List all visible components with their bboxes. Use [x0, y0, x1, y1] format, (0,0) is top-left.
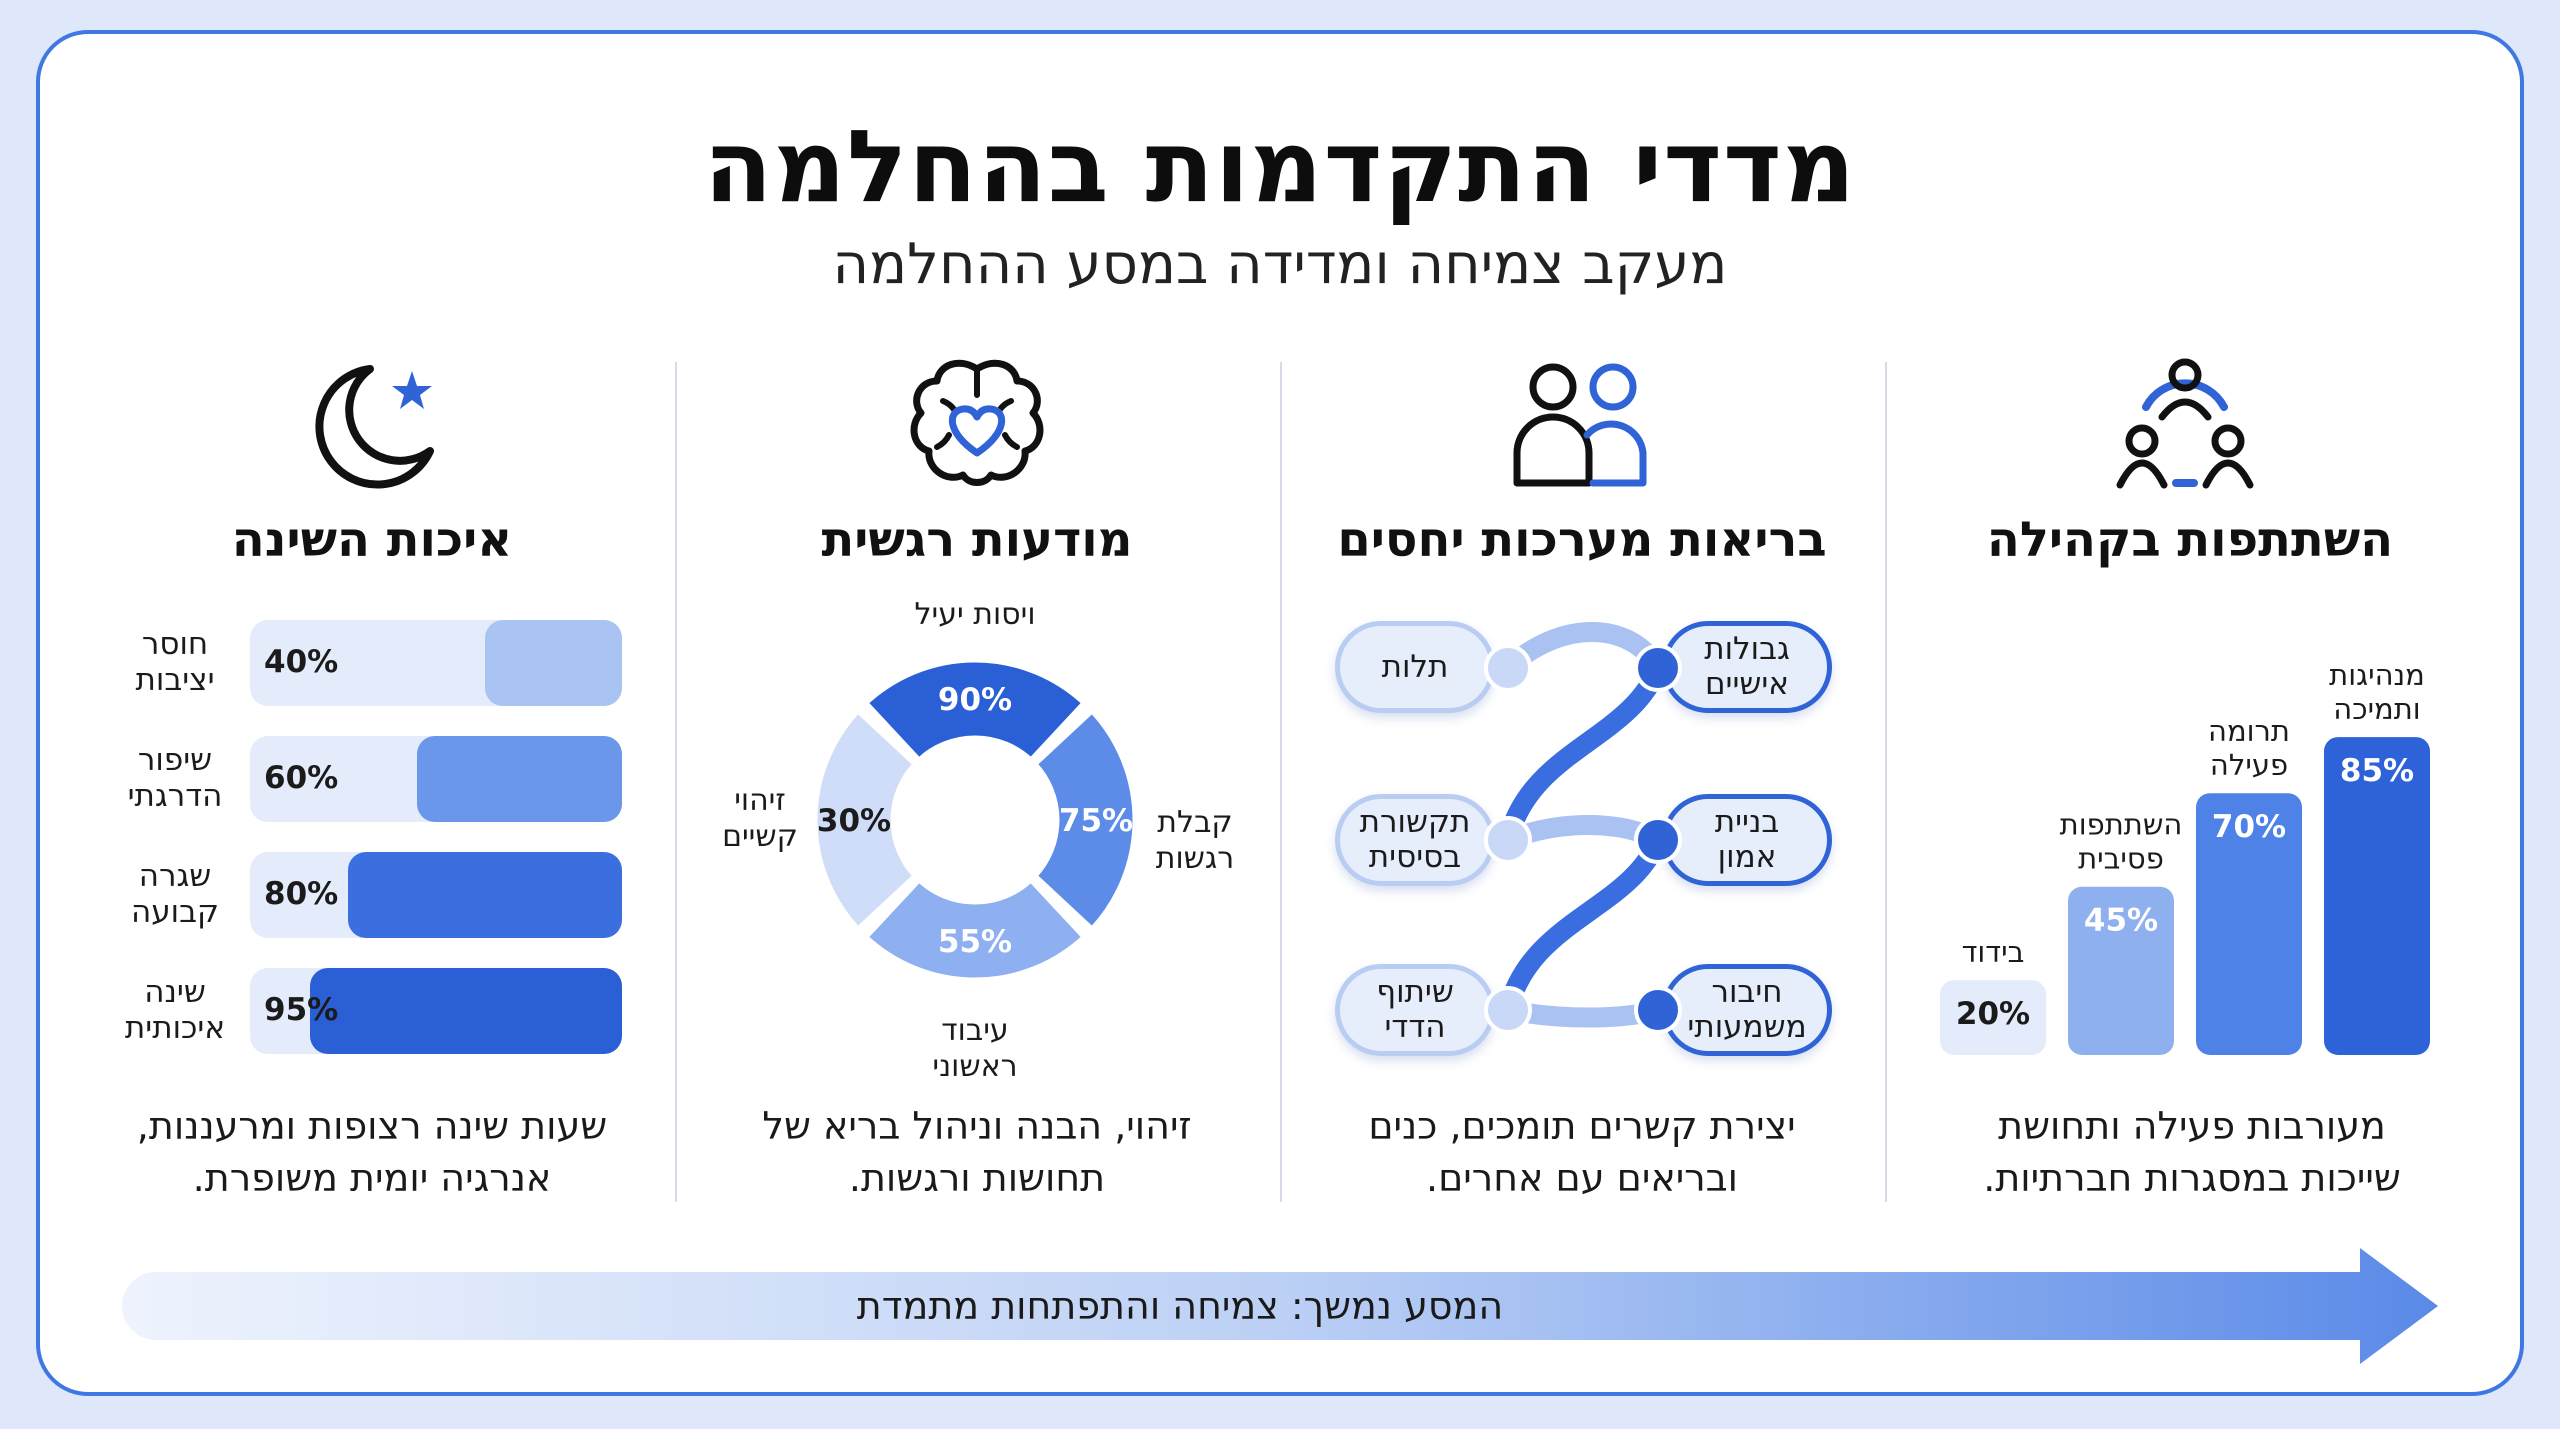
community-bar-value: 45%	[2084, 903, 2158, 939]
sleep-bar-track: 80%	[250, 852, 622, 938]
sleep-bar-value: 40%	[264, 644, 339, 680]
relationships-title: בריאות מערכות יחסים	[1337, 512, 1827, 568]
relationship-node-dependency: תלות	[1335, 621, 1495, 713]
relationship-node-basic-communication: תקשורת בסיסית	[1335, 794, 1495, 886]
emotion-donut-label: קשיים	[722, 819, 798, 854]
sleep-bar-track: 40%	[250, 620, 622, 706]
community-bar-label: פעילה	[2210, 748, 2288, 782]
community-bar	[1940, 980, 2046, 1055]
community-bar	[2068, 886, 2174, 1055]
emotion-donut-label: קבלת	[1157, 805, 1232, 840]
sleep-bar-label: שינה איכותית	[124, 974, 226, 1046]
sleep-bar-fill	[348, 852, 622, 938]
emotion-donut-label: עיבוד	[941, 1013, 1008, 1048]
journey-arrow	[122, 1248, 2438, 1364]
page-subtitle: מעקב צמיחה ומדידה במסע ההחלמה	[832, 232, 1728, 297]
community-bar-label: תרומה	[2208, 714, 2290, 748]
community-bar-value: 85%	[2340, 753, 2414, 789]
sleep-bar-value: 80%	[264, 876, 339, 912]
relationship-node-personal-boundaries: גבולות אישיים	[1662, 621, 1832, 713]
sleep-bar-track: 60%	[250, 736, 622, 822]
sleep-bar-track: 95%	[250, 968, 622, 1054]
emotion-donut-value: 30%	[817, 803, 891, 839]
moon-star-icon	[315, 365, 434, 489]
emotion-donut-slice	[862, 876, 1088, 983]
emotion-donut-label: ויסות יעיל	[914, 600, 1035, 632]
sleep-bar-value: 60%	[264, 760, 339, 796]
emotion-donut-slice	[862, 657, 1088, 764]
community-description: מעורבות פעילה ותחושת שייכות במסגרות חברת…	[1983, 1104, 2401, 1200]
community-bar-label: השתתפות	[2060, 808, 2183, 842]
emotion-donut-slice	[1031, 707, 1138, 933]
sleep-bar-fill	[416, 736, 622, 822]
sleep-title: איכות השינה	[231, 512, 513, 568]
community-bar-label: ותמיכה	[2333, 692, 2420, 726]
emotional-description: זיהוי, הבנה וניהול בריא של תחושות ורגשות…	[762, 1104, 1192, 1200]
sleep-bar-fill	[309, 968, 622, 1054]
sleep-bar-fill	[485, 620, 622, 706]
community-bar-label: מנהיגות	[2329, 658, 2425, 692]
relationships-description: יצירת קשרים תומכים, כנים ובריאים עם אחרי…	[1368, 1104, 1796, 1200]
relationship-dots	[1484, 644, 1682, 1034]
emotion-donut-label: רגשות	[1156, 841, 1234, 876]
emotion-donut-value: 75%	[1059, 803, 1133, 839]
community-bar-value: 70%	[2212, 809, 2286, 845]
emotion-donut-value: 90%	[938, 682, 1012, 718]
sleep-bar-label: חוסר יציבות	[135, 626, 215, 698]
community-bar	[2324, 737, 2430, 1055]
two-people-icon	[1513, 363, 1647, 487]
community-bar	[2196, 793, 2302, 1055]
column-divider	[1280, 362, 1282, 1202]
community-people-icon	[2116, 358, 2254, 489]
emotion-donut-slice	[812, 707, 919, 933]
page-title: מדדי התקדמות בהחלמה	[703, 108, 1857, 225]
column-divider	[675, 362, 677, 1202]
brain-heart-icon	[910, 359, 1044, 486]
relationship-node-trust-building: בניית אמון	[1662, 794, 1832, 886]
sleep-bar-chart: 40% חוסר יציבות 60% שיפור הדרגתי 80% שגרה קבועה 9…	[0, 0, 622, 1054]
community-bar-value: 20%	[1956, 996, 2030, 1032]
sleep-bar-label: שגרה קבועה	[130, 858, 220, 930]
column-divider	[1885, 362, 1887, 1202]
sleep-bar-value: 95%	[264, 992, 339, 1028]
sleep-bar-label: שיפור הדרגתי	[127, 742, 223, 814]
community-title: השתתפות בקהילה	[1986, 512, 2394, 568]
sleep-description: שעות שינה רצופות ומרעננות, אנרגיה יומית …	[136, 1104, 608, 1200]
community-bar-label: בידוד	[1962, 935, 2025, 969]
community-bar-label: פסיבית	[2078, 842, 2164, 876]
emotional-title: מודעות רגשית	[821, 512, 1133, 568]
emotion-donut-label: זיהוי	[734, 783, 786, 818]
emotion-donut-value: 55%	[938, 924, 1012, 960]
journey-arrow-label: המסע נמשך: צמיחה והתפתחות מתמדת	[856, 1284, 1504, 1328]
emotion-donut-label: ראשוני	[932, 1049, 1017, 1080]
relationship-node-meaningful-connection: חיבור משמעותי	[1662, 964, 1832, 1056]
